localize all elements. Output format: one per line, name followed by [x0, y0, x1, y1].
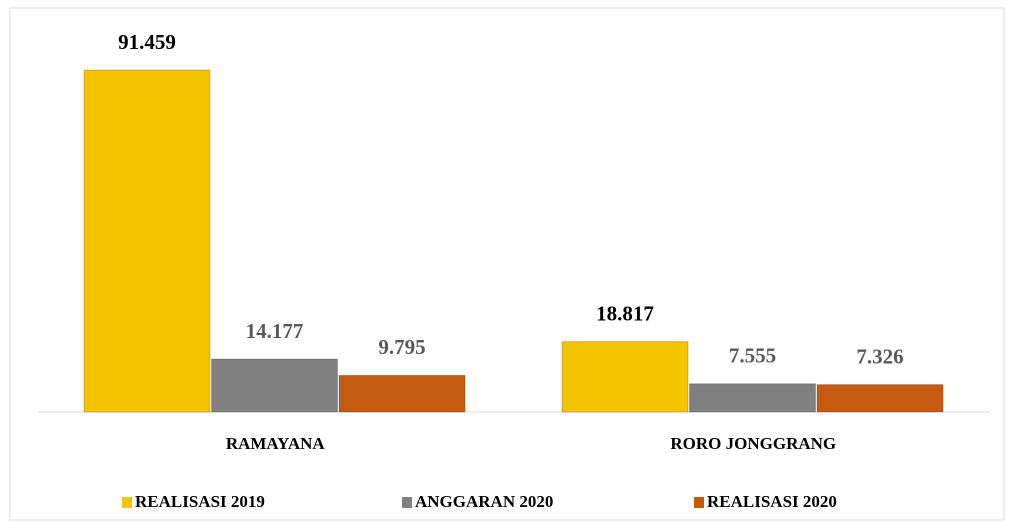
- data-label: 7.555: [729, 344, 776, 368]
- bar: [816, 384, 944, 413]
- legend-swatch: [694, 497, 704, 508]
- data-label: 18.817: [596, 301, 654, 325]
- data-label: 91.459: [118, 30, 176, 54]
- x-tick-label: RAMAYANA: [226, 434, 326, 453]
- legend-swatch: [122, 497, 132, 508]
- legend-label: ANGGARAN 2020: [415, 492, 553, 511]
- legend-label: REALISASI 2019: [135, 492, 265, 511]
- data-label: 14.177: [246, 319, 304, 343]
- legend-label: REALISASI 2020: [707, 492, 837, 511]
- bar: [211, 358, 338, 413]
- data-label: 7.326: [856, 344, 903, 368]
- x-tick-label: RORO JONGGRANG: [670, 434, 836, 453]
- bar: [83, 69, 211, 413]
- bar: [561, 341, 689, 413]
- legend-swatch: [402, 497, 412, 508]
- bar: [338, 374, 466, 413]
- bar: [689, 383, 816, 413]
- data-label: 9.795: [378, 335, 425, 359]
